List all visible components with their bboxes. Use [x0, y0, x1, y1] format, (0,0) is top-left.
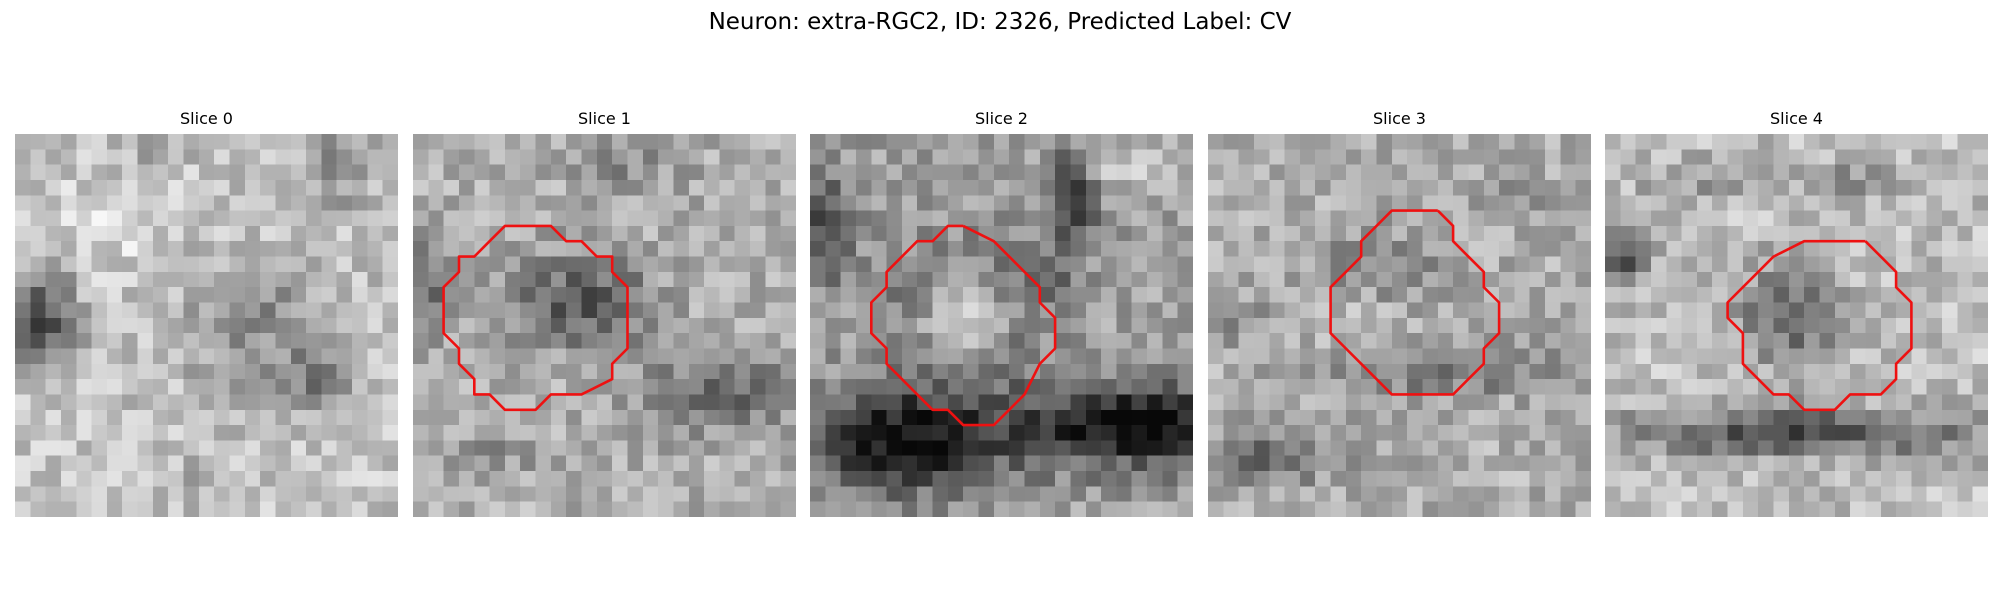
slice-3-title: Slice 3	[1373, 109, 1426, 128]
slice-2-image	[810, 134, 1193, 517]
slice-1-title: Slice 1	[578, 109, 631, 128]
slice-0-image	[15, 134, 398, 517]
slice-4-panel: Slice 4	[1605, 108, 1988, 517]
slice-2-pixels	[810, 134, 1193, 517]
slice-4-contour	[1726, 239, 1913, 412]
slice-2-panel: Slice 2	[810, 108, 1193, 517]
slice-1-panel: Slice 1	[413, 108, 796, 517]
slice-0-pixels	[15, 134, 398, 517]
slice-0-title: Slice 0	[180, 109, 233, 128]
slice-3-pixels	[1208, 134, 1591, 517]
slice-2-title: Slice 2	[975, 109, 1028, 128]
slice-1-image	[413, 134, 796, 517]
slice-1-pixels	[413, 134, 796, 517]
figure-title: Neuron: extra-RGC2, ID: 2326, Predicted …	[708, 9, 1292, 35]
slice-3-contour	[1329, 209, 1501, 396]
slice-4-title: Slice 4	[1770, 109, 1823, 128]
slice-0-panel: Slice 0	[15, 108, 398, 517]
slice-1-contour	[442, 224, 629, 412]
slice-3-panel: Slice 3	[1208, 108, 1591, 517]
slice-2-contour	[869, 224, 1057, 427]
slice-3-image	[1208, 134, 1591, 517]
slice-4-pixels	[1605, 134, 1988, 517]
slice-4-image	[1605, 134, 1988, 517]
